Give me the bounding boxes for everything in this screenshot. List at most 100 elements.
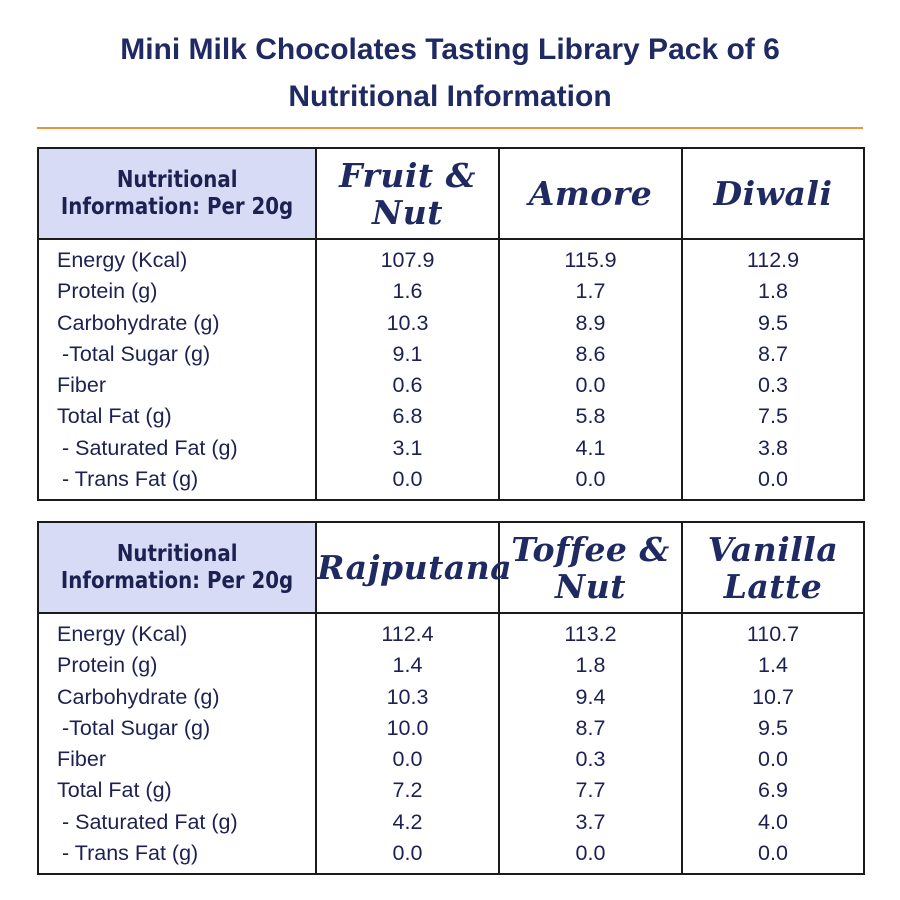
nutrient-label: Protein (g)	[57, 653, 158, 678]
flavor-name-line1: Vanilla	[707, 529, 839, 569]
nutrient-label-column: Energy (Kcal) Protein (g) Carbohydrate (…	[37, 237, 317, 502]
flavor-name-line1: Fruit &	[339, 155, 476, 195]
nutrient-value: 0.0	[575, 841, 606, 866]
nutrient-label: - Trans Fat (g)	[62, 841, 199, 866]
nutrient-label: Carbohydrate (g)	[57, 310, 220, 335]
nutrient-value: 10.3	[386, 684, 429, 709]
nutrient-value: 9.5	[758, 310, 788, 335]
nutrient-value: 0.0	[758, 467, 788, 492]
nutrient-value: 0.3	[758, 373, 788, 398]
flavor-name-line1: Toffee &	[511, 529, 670, 569]
nutrient-value: 5.8	[575, 404, 606, 429]
flavor-header: Diwali	[681, 147, 865, 240]
flavor-name-line1: Diwali	[713, 174, 833, 213]
nutrient-label: - Saturated Fat (g)	[62, 435, 238, 460]
nutrient-value: 10.3	[386, 310, 429, 335]
nutrient-value: 3.8	[758, 435, 788, 460]
nutrient-value: 6.9	[758, 778, 788, 803]
nutrient-label: - Saturated Fat (g)	[62, 809, 238, 834]
nutrient-label: Protein (g)	[57, 279, 158, 304]
flavor-name-line1: Amore	[528, 174, 653, 213]
nutrient-value: 0.0	[392, 747, 423, 772]
flavor-name-line1: Rajputana	[317, 548, 513, 587]
flavor-values-column: 112.4 1.4 10.3 10.0 0.0 7.2 4.2 0.0	[315, 611, 500, 876]
flavor-name-line2: Latte	[723, 566, 823, 606]
nutrient-value: 1.6	[392, 279, 423, 304]
per-serving-header: Nutritional Information: Per 20g	[37, 147, 317, 240]
nutrient-value: 115.9	[564, 248, 617, 272]
flavor-values-column: 110.7 1.4 10.7 9.5 0.0 6.9 4.0 0.0	[681, 611, 865, 876]
flavor-name-line2: Nut	[372, 192, 443, 232]
nutrient-label: Energy (Kcal)	[57, 248, 188, 272]
nutrient-label: Carbohydrate (g)	[57, 684, 220, 709]
page-subtitle: Nutritional Information	[288, 80, 612, 113]
flavor-header: Fruit & Nut	[315, 147, 500, 240]
per-serving-header: Nutritional Information: Per 20g	[37, 521, 317, 614]
nutrient-value: 110.7	[746, 622, 800, 646]
nutrient-value: 9.1	[392, 341, 423, 366]
nutrient-value: 4.0	[758, 809, 788, 834]
table-header-row: Nutritional Information: Per 20g Rajputa…	[37, 521, 865, 614]
flavor-values-column: 115.9 1.7 8.9 8.6 0.0 5.8 4.1 0.0	[498, 237, 683, 502]
nutrient-label: Fiber	[57, 373, 106, 398]
nutrient-value: 113.2	[564, 622, 617, 646]
nutrient-value: 10.7	[752, 684, 794, 709]
nutrient-label: Total Fat (g)	[57, 778, 172, 803]
nutrient-label: Fiber	[57, 747, 106, 772]
flavor-header: Toffee & Nut	[498, 521, 683, 614]
flavor-header: Amore	[498, 147, 683, 240]
nutrient-value: 0.0	[575, 373, 606, 398]
nutrient-value: 0.0	[758, 747, 788, 772]
flavor-name-line2: Nut	[555, 566, 626, 606]
table-body-row: Energy (Kcal) Protein (g) Carbohydrate (…	[37, 237, 865, 502]
nutrient-value: 6.8	[392, 404, 423, 429]
nutrient-value: 0.0	[392, 467, 423, 492]
flavor-header: Rajputana	[315, 521, 512, 614]
nutrient-value: 8.7	[758, 341, 788, 366]
nutrient-value: 4.1	[575, 435, 606, 460]
nutrient-value: 1.8	[575, 653, 606, 678]
flavor-values-column: 113.2 1.8 9.4 8.7 0.3 7.7 3.7 0.0	[498, 611, 683, 876]
nutrient-value: 0.6	[392, 373, 423, 398]
header-label-line1: Nutritional	[116, 166, 238, 193]
nutrient-value: 112.9	[746, 248, 800, 272]
table-header-row: Nutritional Information: Per 20g Fruit &…	[37, 147, 865, 240]
nutrient-value: 1.8	[758, 279, 788, 304]
nutrient-value: 3.1	[392, 435, 423, 460]
nutrient-label: -Total Sugar (g)	[62, 715, 211, 740]
title-divider	[37, 127, 863, 129]
flavor-values-column: 107.9 1.6 10.3 9.1 0.6 6.8 3.1 0.0	[315, 237, 500, 502]
table-body-row: Energy (Kcal) Protein (g) Carbohydrate (…	[37, 611, 865, 876]
nutrient-value: 112.4	[381, 622, 434, 646]
nutrient-value: 7.2	[392, 778, 423, 803]
nutrient-value: 10.0	[386, 715, 429, 740]
nutrient-value: 7.7	[575, 778, 606, 803]
nutrient-label: Energy (Kcal)	[57, 622, 188, 646]
header-label-line2: Information: Per 20g	[60, 193, 294, 220]
nutrient-label: - Trans Fat (g)	[62, 467, 199, 492]
nutrition-table-1: Nutritional Information: Per 20g Fruit &…	[37, 147, 865, 502]
nutrient-value: 3.7	[575, 809, 606, 834]
nutrient-label: Total Fat (g)	[57, 404, 172, 429]
nutrition-table-2: Nutritional Information: Per 20g Rajputa…	[37, 521, 865, 876]
nutrient-value: 9.4	[575, 684, 606, 709]
nutrient-value: 0.0	[392, 841, 423, 866]
flavor-header: Vanilla Latte	[681, 521, 865, 614]
nutrient-value: 1.4	[758, 653, 788, 678]
nutrient-value: 9.5	[758, 715, 788, 740]
nutrient-value: 8.6	[575, 341, 606, 366]
nutrient-value: 7.5	[758, 404, 788, 429]
nutrient-value: 0.3	[575, 747, 606, 772]
nutrient-value: 0.0	[758, 841, 788, 866]
header-label-line2: Information: Per 20g	[60, 567, 294, 594]
flavor-values-column: 112.9 1.8 9.5 8.7 0.3 7.5 3.8 0.0	[681, 237, 865, 502]
page-title: Mini Milk Chocolates Tasting Library Pac…	[120, 33, 780, 66]
nutrient-value: 107.9	[380, 248, 435, 272]
nutrient-value: 4.2	[392, 809, 423, 834]
nutrient-value: 8.9	[575, 310, 606, 335]
nutrient-value: 1.4	[392, 653, 423, 678]
nutrient-label: -Total Sugar (g)	[62, 341, 211, 366]
nutrient-value: 1.7	[575, 279, 606, 304]
nutrient-value: 8.7	[575, 715, 606, 740]
nutrient-label-column: Energy (Kcal) Protein (g) Carbohydrate (…	[37, 611, 317, 876]
